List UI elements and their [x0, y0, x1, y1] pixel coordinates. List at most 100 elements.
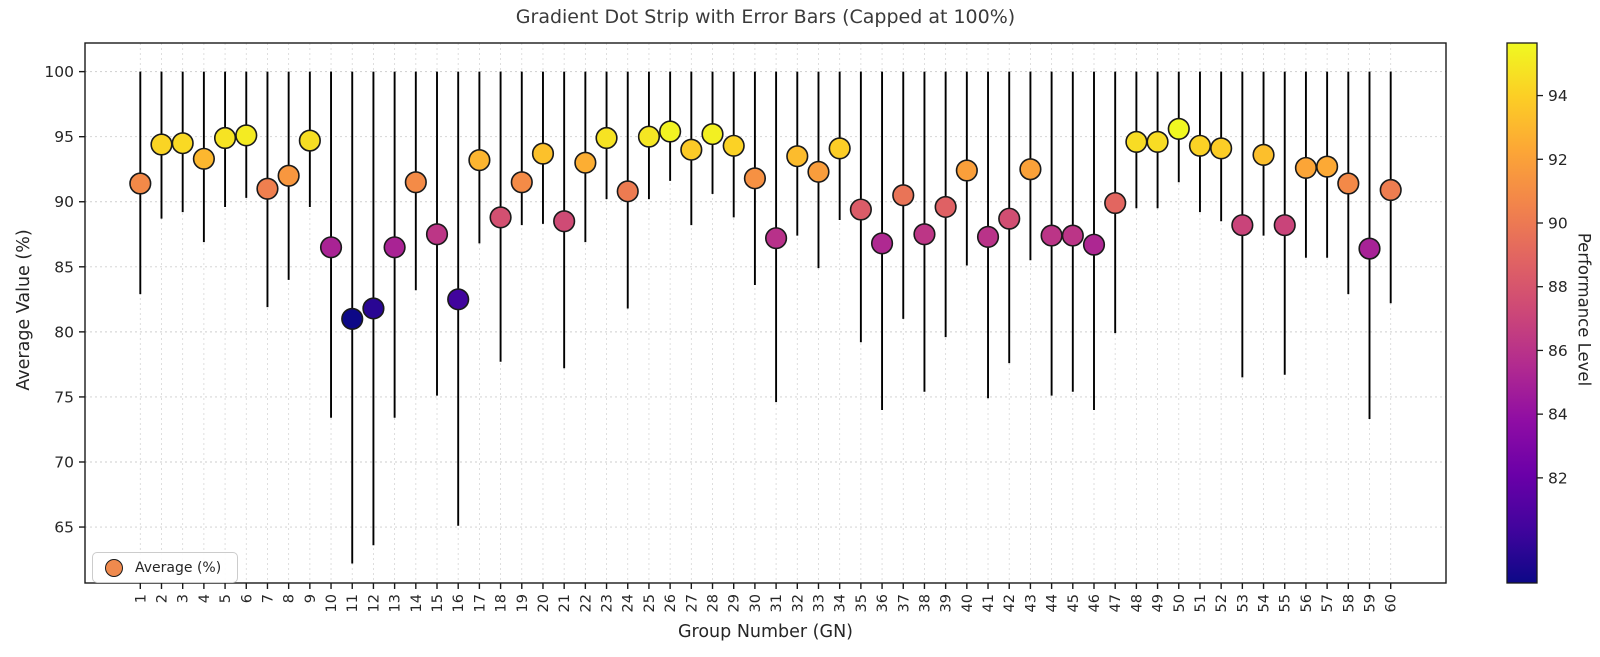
data-point [764, 227, 788, 250]
data-point [976, 225, 1000, 248]
data-point [192, 147, 215, 170]
colorbar-tick-label: 86 [1548, 342, 1568, 360]
data-point [1210, 137, 1233, 160]
data-point [1273, 214, 1296, 237]
y-tick-label: 70 [54, 453, 74, 471]
x-tick-label: 31 [769, 594, 785, 612]
x-tick-label: 57 [1320, 594, 1336, 612]
x-tick-label: 8 [282, 594, 298, 603]
x-tick-label: 15 [430, 594, 446, 612]
x-tick-label: 49 [1151, 594, 1167, 612]
data-point [1082, 233, 1106, 256]
data-point [574, 151, 597, 174]
data-point [616, 180, 639, 203]
x-tick-label: 7 [260, 594, 276, 603]
y-tick-label: 95 [54, 128, 74, 146]
data-point [892, 184, 915, 207]
data-point [1358, 237, 1381, 260]
y-axis: 65 70 75 80 85 90 95 100 [44, 63, 85, 537]
data-point [383, 236, 406, 259]
x-tick-label: 16 [451, 594, 467, 612]
legend-marker-icon [105, 558, 123, 577]
data-point [1188, 134, 1212, 157]
colorbar-tick-label: 84 [1548, 406, 1568, 424]
x-tick-label: 11 [345, 594, 361, 612]
y-tick-label: 85 [54, 258, 74, 276]
x-tick-label: 24 [621, 594, 637, 612]
chart-title: Gradient Dot Strip with Error Bars (Capp… [515, 6, 1016, 28]
data-point [1061, 224, 1084, 247]
x-tick-label: 12 [366, 594, 382, 612]
data-point [277, 164, 300, 187]
data-point [404, 171, 427, 194]
x-tick-label: 4 [197, 594, 213, 603]
x-tick-label: 35 [854, 594, 870, 612]
x-tick-label: 38 [917, 594, 933, 612]
x-tick-label: 51 [1193, 594, 1209, 612]
data-point [425, 223, 449, 246]
x-tick-label: 44 [1045, 594, 1061, 612]
colorbar-gradient [1506, 42, 1538, 584]
x-tick-label: 36 [875, 594, 891, 612]
data-point [1337, 172, 1360, 195]
data-point [129, 172, 152, 195]
x-tick-label: 42 [1002, 594, 1018, 612]
x-tick-label: 17 [472, 594, 488, 612]
x-tick-label: 55 [1278, 594, 1294, 612]
x-tick-label: 54 [1257, 594, 1273, 612]
x-tick-label: 43 [1023, 594, 1039, 612]
data-point [659, 120, 682, 143]
data-point [510, 171, 533, 194]
x-tick-label: 56 [1299, 594, 1315, 612]
data-point [998, 207, 1021, 230]
x-tick-label: 18 [494, 594, 510, 612]
x-tick-label: 29 [727, 594, 743, 612]
y-tick-label: 80 [54, 323, 74, 341]
x-axis: 1 2 3 4 5 6 7 8 9 10 11 12 13 14 15 16 17 18 19 20 21 22 23 24 2… [133, 583, 1400, 612]
data-point [1294, 156, 1318, 180]
data-point [235, 124, 258, 147]
data-point [870, 232, 894, 255]
x-tick-label: 58 [1341, 594, 1357, 612]
data-point [256, 177, 279, 200]
x-tick-label: 20 [536, 594, 552, 612]
data-point [595, 126, 618, 150]
data-point [1040, 224, 1063, 247]
x-axis-label: Group Number (GN) [677, 622, 853, 642]
data-point [913, 223, 936, 246]
colorbar-tick-label: 90 [1548, 215, 1568, 233]
data-point [531, 142, 555, 165]
data-point [680, 138, 703, 161]
data-point [828, 137, 851, 160]
x-tick-label: 22 [578, 594, 594, 612]
y-tick-label: 65 [54, 519, 74, 537]
colorbar-tick-label: 92 [1548, 151, 1568, 169]
data-point [786, 145, 809, 168]
data-point [298, 129, 321, 152]
x-tick-label: 25 [642, 594, 658, 612]
x-tick-label: 52 [1214, 594, 1230, 612]
data-point [807, 160, 830, 183]
x-tick-label: 27 [684, 594, 700, 612]
data-point [1146, 130, 1169, 153]
data-point [934, 195, 957, 219]
x-tick-label: 53 [1235, 594, 1251, 612]
x-tick-label: 60 [1384, 594, 1400, 612]
x-tick-label: 50 [1172, 594, 1188, 612]
data-point [1252, 143, 1275, 167]
x-tick-label: 28 [706, 594, 722, 612]
data-point [171, 132, 194, 155]
data-point [722, 134, 745, 157]
x-tick-label: 10 [324, 594, 340, 612]
data-point [1379, 178, 1402, 202]
x-tick-label: 41 [981, 594, 997, 612]
data-point [553, 210, 576, 233]
x-tick-label: 40 [960, 594, 976, 612]
data-point [213, 126, 237, 150]
x-tick-label: 9 [303, 594, 319, 603]
x-tick-label: 2 [154, 594, 170, 603]
data-point [1125, 130, 1148, 153]
x-tick-label: 47 [1108, 594, 1124, 612]
y-axis-label: Average Value (%) [14, 229, 34, 391]
x-tick-label: 14 [409, 594, 425, 612]
